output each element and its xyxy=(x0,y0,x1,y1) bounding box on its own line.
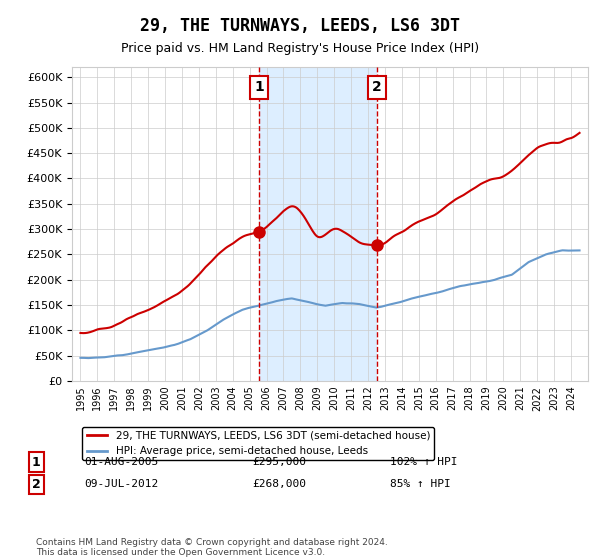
29, THE TURNWAYS, LEEDS, LS6 3DT (semi-detached house) xyxy=(576,129,583,136)
Text: 01-AUG-2005: 01-AUG-2005 xyxy=(84,457,158,467)
HPI: Average price, semi-detached house, Leeds: (2e+03, 4.49e+04): Average price, semi-detached house, Leed… xyxy=(85,354,92,361)
Text: 2: 2 xyxy=(32,478,40,491)
Text: 102% ↑ HPI: 102% ↑ HPI xyxy=(390,457,458,467)
Text: 2: 2 xyxy=(372,81,382,95)
Text: 29, THE TURNWAYS, LEEDS, LS6 3DT: 29, THE TURNWAYS, LEEDS, LS6 3DT xyxy=(140,17,460,35)
HPI: Average price, semi-detached house, Leeds: (2e+03, 4.54e+04): Average price, semi-detached house, Leed… xyxy=(77,354,84,361)
HPI: Average price, semi-detached house, Leeds: (2.01e+03, 1.45e+05): Average price, semi-detached house, Leed… xyxy=(375,304,382,311)
HPI: Average price, semi-detached house, Leeds: (2.01e+03, 1.5e+05): Average price, semi-detached house, Leed… xyxy=(318,302,325,309)
29, THE TURNWAYS, LEEDS, LS6 3DT (semi-detached house) xyxy=(315,234,322,240)
29, THE TURNWAYS, LEEDS, LS6 3DT (semi-detached house) xyxy=(375,241,382,248)
29, THE TURNWAYS, LEEDS, LS6 3DT (semi-detached house) xyxy=(565,136,572,142)
Text: Price paid vs. HM Land Registry's House Price Index (HPI): Price paid vs. HM Land Registry's House … xyxy=(121,42,479,55)
Legend: 29, THE TURNWAYS, LEEDS, LS6 3DT (semi-detached house), HPI: Average price, semi: 29, THE TURNWAYS, LEEDS, LS6 3DT (semi-d… xyxy=(82,427,434,460)
Text: Contains HM Land Registry data © Crown copyright and database right 2024.
This d: Contains HM Land Registry data © Crown c… xyxy=(36,538,388,557)
Text: 1: 1 xyxy=(32,455,40,469)
Line: HPI: Average price, semi-detached house, Leeds: HPI: Average price, semi-detached house,… xyxy=(80,250,580,358)
Text: 1: 1 xyxy=(254,81,265,95)
29, THE TURNWAYS, LEEDS, LS6 3DT (semi-detached house) xyxy=(487,176,494,183)
29, THE TURNWAYS, LEEDS, LS6 3DT (semi-detached house) xyxy=(348,234,355,240)
Text: 85% ↑ HPI: 85% ↑ HPI xyxy=(390,479,451,489)
Text: £268,000: £268,000 xyxy=(252,479,306,489)
Text: 09-JUL-2012: 09-JUL-2012 xyxy=(84,479,158,489)
HPI: Average price, semi-detached house, Leeds: (2.02e+03, 2.58e+05): Average price, semi-detached house, Leed… xyxy=(576,247,583,254)
HPI: Average price, semi-detached house, Leeds: (2.02e+03, 2.58e+05): Average price, semi-detached house, Leed… xyxy=(559,247,566,254)
HPI: Average price, semi-detached house, Leeds: (2.02e+03, 1.98e+05): Average price, semi-detached house, Leed… xyxy=(487,277,494,284)
Line: 29, THE TURNWAYS, LEEDS, LS6 3DT (semi-detached house): 29, THE TURNWAYS, LEEDS, LS6 3DT (semi-d… xyxy=(80,133,580,333)
HPI: Average price, semi-detached house, Leeds: (2.01e+03, 1.53e+05): Average price, semi-detached house, Leed… xyxy=(348,300,355,307)
29, THE TURNWAYS, LEEDS, LS6 3DT (semi-detached house) xyxy=(80,330,87,337)
HPI: Average price, semi-detached house, Leeds: (2.02e+03, 2.57e+05): Average price, semi-detached house, Leed… xyxy=(566,247,573,254)
HPI: Average price, semi-detached house, Leeds: (2.01e+03, 1.51e+05): Average price, semi-detached house, Leed… xyxy=(315,301,322,308)
29, THE TURNWAYS, LEEDS, LS6 3DT (semi-detached house) xyxy=(77,330,84,337)
Text: £295,000: £295,000 xyxy=(252,457,306,467)
Bar xyxy=(259,67,377,381)
29, THE TURNWAYS, LEEDS, LS6 3DT (semi-detached house) xyxy=(318,234,325,240)
